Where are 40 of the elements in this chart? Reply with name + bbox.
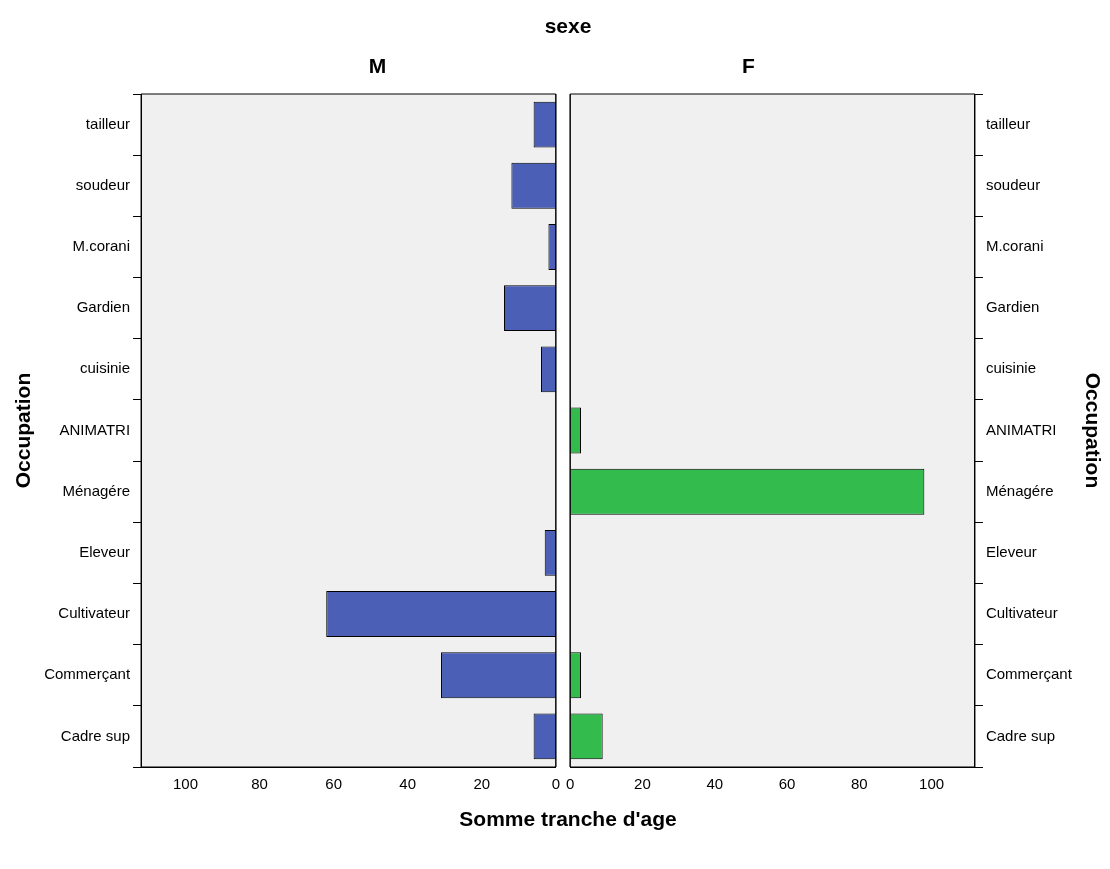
x-tick-label: 20 [473, 775, 491, 793]
y-tick-label: Commerçant [44, 665, 131, 683]
y-tick-label: soudeur [985, 175, 1041, 193]
x-tick-label: 0 [566, 775, 575, 793]
y-tick-label: Cultivateur [985, 604, 1058, 622]
chart-title: F [741, 54, 756, 79]
y-tick-label: M.corani [985, 237, 1044, 255]
y-tick-label: Ménagére [985, 481, 1054, 499]
x-tick-label: 0 [551, 775, 560, 793]
x-tick-label: 40 [706, 775, 724, 793]
x-tick-label: 100 [919, 775, 945, 793]
y-tick-label: Cadre sup [60, 726, 131, 744]
y-tick-label: Gardien [985, 298, 1040, 316]
x-tick-label: 60 [325, 775, 342, 793]
chart-title: M [367, 54, 388, 79]
y-tick-label: ANIMATRI [985, 420, 1057, 438]
y-tick-label: ANIMATRI [59, 420, 131, 438]
y-tick-label: cuisinie [985, 359, 1036, 377]
y-tick-label: Ménagére [62, 481, 131, 499]
x-tick-label: 60 [778, 775, 796, 793]
y-tick-label: Eleveur [79, 543, 131, 560]
x-tick-label: 40 [399, 775, 417, 793]
y-tick-label: Cadre sup [985, 726, 1056, 744]
y-tick-label: soudeur [75, 175, 131, 193]
y-tick-label: M.corani [72, 237, 131, 255]
y-tick-label: cuisinie [80, 359, 131, 377]
x-tick-label: 100 [172, 775, 199, 793]
y-axis-title: Occupation [11, 372, 35, 489]
y-tick-label: tailleur [985, 114, 1031, 132]
x-axis-title: Somme tranche d'age [458, 807, 678, 831]
y-tick-label: Cultivateur [58, 604, 131, 622]
x-tick-label: 20 [634, 775, 651, 793]
text: sexe [543, 13, 593, 39]
y-tick-label: Commerçant [985, 665, 1073, 683]
x-tick-label: 80 [251, 775, 268, 793]
y-tick-label: tailleur [85, 114, 131, 132]
y-tick-label: Gardien [76, 298, 131, 316]
y2-axis-title: Occupation [1081, 372, 1105, 489]
y-tick-label: Eleveur [985, 543, 1037, 560]
x-tick-label: 80 [850, 775, 868, 793]
